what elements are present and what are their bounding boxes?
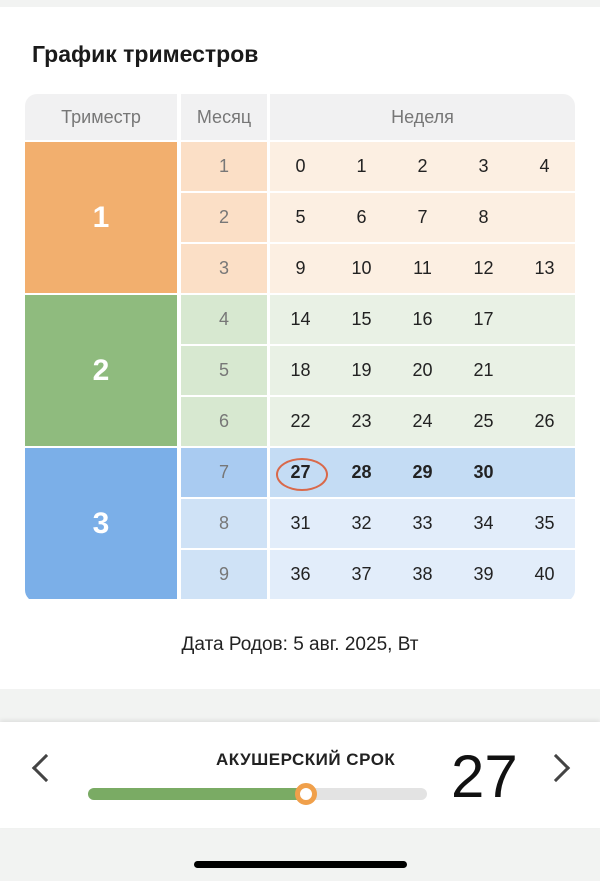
- week-cell[interactable]: 10: [351, 258, 372, 278]
- week-row: 18 19 20 21: [270, 346, 575, 395]
- week-cell[interactable]: 31: [290, 513, 311, 533]
- month-cell: 1: [181, 142, 267, 191]
- week-cell[interactable]: 21: [473, 360, 494, 380]
- week-row: 22 23 24 25 26: [270, 397, 575, 446]
- week-row: 36 37 38 39 40: [270, 550, 575, 599]
- week-cell[interactable]: 25: [473, 411, 494, 431]
- week-cell[interactable]: 24: [412, 411, 433, 431]
- week-cell[interactable]: 33: [412, 513, 433, 533]
- week-cell[interactable]: 1: [356, 156, 367, 176]
- trimester-cell: 1: [25, 142, 177, 293]
- week-cell[interactable]: 5: [295, 207, 306, 227]
- week-cell[interactable]: 13: [534, 258, 555, 278]
- week-cell[interactable]: 19: [351, 360, 372, 380]
- week-cell[interactable]: 17: [473, 309, 494, 329]
- week-cell[interactable]: 40: [534, 564, 555, 584]
- chevron-left-icon[interactable]: [31, 753, 61, 783]
- week-row: 31 32 33 34 35: [270, 499, 575, 548]
- week-cell[interactable]: 29: [412, 462, 433, 482]
- week-row: 0 1 2 3 4: [270, 142, 575, 191]
- trimester-card: График триместров Триместр Месяц Неделя …: [0, 7, 600, 689]
- week-cell[interactable]: 39: [473, 564, 494, 584]
- month-cell: 7: [181, 448, 267, 497]
- slider-knob[interactable]: [294, 783, 317, 805]
- week-cell[interactable]: 4: [539, 156, 550, 176]
- term-slider[interactable]: [88, 783, 427, 805]
- term-bar: АКУШЕРСКИЙ СРОК 27: [0, 722, 600, 828]
- month-cell: 5: [181, 346, 267, 395]
- month-cell: 4: [181, 295, 267, 344]
- trimester-cell: 2: [25, 295, 177, 446]
- week-cell[interactable]: 16: [412, 309, 433, 329]
- month-cell: 9: [181, 550, 267, 599]
- header-month: Месяц: [181, 94, 267, 140]
- week-cell[interactable]: 32: [351, 513, 372, 533]
- week-cell[interactable]: 8: [478, 207, 489, 227]
- chevron-right-icon[interactable]: [541, 753, 571, 783]
- month-cell: 2: [181, 193, 267, 242]
- week-cell[interactable]: 35: [534, 513, 555, 533]
- week-cell[interactable]: 7: [417, 207, 428, 227]
- week-cell[interactable]: 20: [412, 360, 433, 380]
- header-trimester: Триместр: [25, 94, 177, 140]
- month-cell: 3: [181, 244, 267, 293]
- header-week: Неделя: [270, 94, 575, 140]
- week-cell[interactable]: 28: [351, 462, 372, 482]
- trimester-table: Триместр Месяц Неделя 1 1 0 1 2 3 4 2 5 6 7 8 3 9 10 11…: [25, 94, 575, 602]
- week-cell[interactable]: 37: [351, 564, 372, 584]
- week-cell[interactable]: 34: [473, 513, 494, 533]
- week-cell[interactable]: 36: [290, 564, 311, 584]
- week-cell[interactable]: 22: [290, 411, 311, 431]
- week-row: 14 15 16 17: [270, 295, 575, 344]
- week-cell[interactable]: 3: [478, 156, 489, 176]
- due-date: Дата Родов: 5 авг. 2025, Вт: [181, 634, 419, 655]
- home-indicator: [194, 861, 407, 868]
- week-cell[interactable]: 30: [473, 462, 494, 482]
- term-label: АКУШЕРСКИЙ СРОК: [216, 750, 396, 769]
- week-cell[interactable]: 15: [351, 309, 372, 329]
- week-cell[interactable]: 9: [295, 258, 306, 278]
- week-row: 9 10 11 12 13: [270, 244, 575, 293]
- week-cell[interactable]: 11: [413, 258, 432, 278]
- week-cell[interactable]: 2: [417, 156, 428, 176]
- section-title: График триместров: [32, 41, 259, 67]
- trimester-cell: 3: [25, 448, 177, 599]
- week-cell[interactable]: 38: [412, 564, 433, 584]
- week-cell[interactable]: 27: [270, 448, 331, 497]
- week-cell[interactable]: 12: [473, 258, 494, 278]
- month-cell: 6: [181, 397, 267, 446]
- week-row: 27 28 29 30: [270, 448, 575, 497]
- week-cell[interactable]: 23: [351, 411, 372, 431]
- term-value: 27: [451, 743, 518, 810]
- week-row: 5 6 7 8: [270, 193, 575, 242]
- week-cell[interactable]: 14: [290, 309, 311, 329]
- slider-fill: [88, 788, 306, 800]
- week-cell[interactable]: 26: [534, 411, 555, 431]
- week-cell[interactable]: 18: [290, 360, 311, 380]
- week-cell[interactable]: 0: [295, 156, 306, 176]
- week-cell[interactable]: 6: [356, 207, 367, 227]
- month-cell: 8: [181, 499, 267, 548]
